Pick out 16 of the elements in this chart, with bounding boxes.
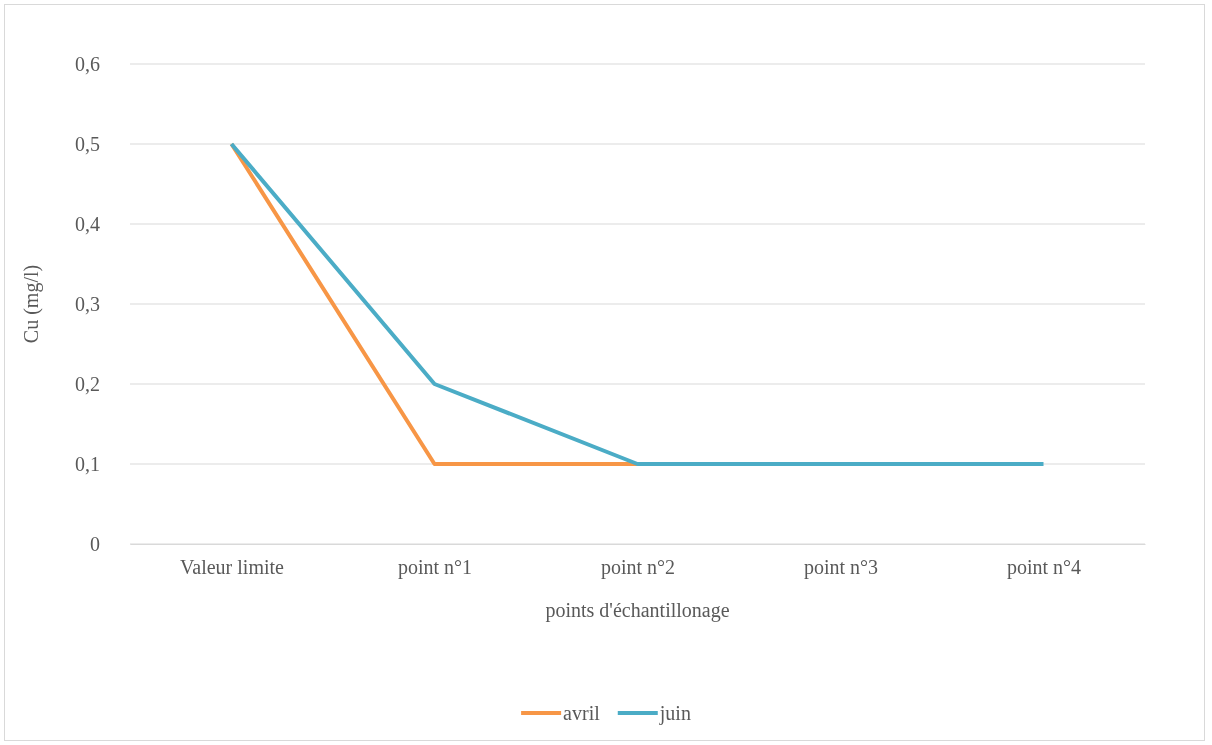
y-tick-label: 0,6 — [75, 52, 100, 75]
y-tick-label: 0,4 — [75, 212, 100, 235]
y-tick-label: 0 — [90, 532, 100, 555]
y-tick-label: 0,3 — [75, 292, 100, 315]
y-tick-label: 0,2 — [75, 372, 100, 395]
x-tick-label: point n°3 — [803, 556, 879, 580]
x-tick-label: Valeur limite — [180, 556, 285, 579]
x-axis-title: points d'échantillonage — [545, 599, 730, 622]
y-axis-title: Cu (mg/l) — [20, 264, 43, 344]
y-tick-label: 0,5 — [75, 132, 100, 155]
legend-label: avril — [563, 702, 601, 724]
x-tick-label: point n°1 — [397, 556, 473, 580]
x-tick-label: point n°2 — [600, 556, 676, 580]
y-tick-label: 0,1 — [75, 452, 100, 475]
legend-label: juin — [658, 702, 691, 725]
x-tick-label: point n°4 — [1006, 556, 1082, 580]
